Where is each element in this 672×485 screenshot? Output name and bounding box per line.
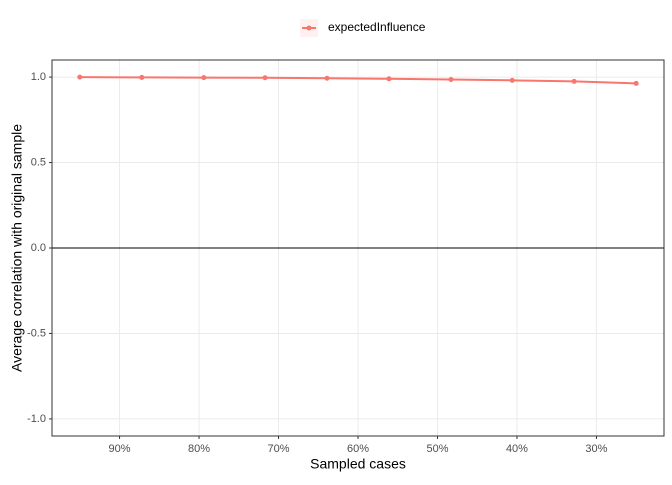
x-tick-label: 60% (347, 443, 369, 455)
series-line (79, 76, 637, 85)
y-tick-label: 0.0 (31, 242, 46, 254)
series-point (509, 77, 515, 83)
series-point (571, 78, 577, 84)
x-tick-label: 50% (426, 443, 448, 455)
y-axis-title: Average correlation with original sample (9, 124, 25, 372)
legend-label: expectedInfluence (328, 20, 426, 34)
series-point (324, 75, 330, 81)
series-point (448, 76, 454, 82)
x-tick-label: 80% (188, 443, 210, 455)
x-axis-title: Sampled cases (310, 456, 406, 472)
x-tick-label: 40% (506, 443, 528, 455)
series-point (633, 80, 639, 86)
panel-border (51, 59, 665, 437)
series-point (262, 75, 268, 81)
y-tick-label: -1.0 (27, 413, 46, 425)
series-point (386, 76, 392, 82)
x-tick-label: 90% (109, 443, 131, 455)
y-tick-label: -0.5 (27, 327, 46, 339)
series-point (139, 74, 145, 80)
x-tick-label: 30% (585, 443, 607, 455)
legend-point (306, 25, 312, 31)
x-tick-label: 70% (268, 443, 290, 455)
y-tick-label: 0.5 (31, 156, 46, 168)
y-tick-label: 1.0 (31, 71, 46, 83)
series-point (77, 74, 83, 80)
series-point (201, 75, 207, 81)
